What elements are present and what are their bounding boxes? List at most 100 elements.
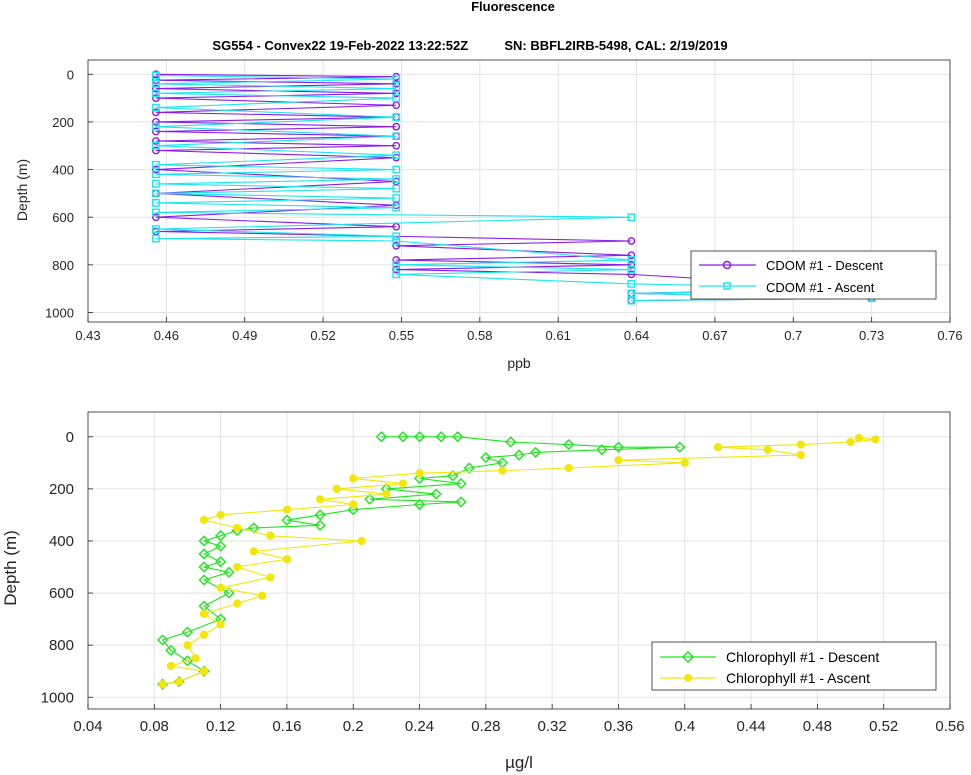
cdom-data-point-cdom-1-descent — [152, 94, 160, 103]
chlorophyll-data-point-chlorophyll-1-ascent — [564, 463, 573, 473]
chlorophyll-data-point-chlorophyll-1-descent — [198, 535, 210, 547]
cdom-x-tick-label: 0.67 — [702, 328, 727, 343]
chlorophyll-data-point-chlorophyll-1-ascent — [349, 474, 358, 483]
chlorophyll-data-point-chlorophyll-1-descent — [181, 655, 194, 667]
cdom-data-point-cdom-1-ascent — [392, 132, 401, 141]
cdom-data-point-cdom-1-descent — [392, 122, 401, 131]
chlorophyll-data-point-chlorophyll-1-ascent — [166, 661, 175, 671]
cdom-data-point-cdom-1-descent — [152, 137, 160, 145]
cdom-data-point-cdom-1-descent — [392, 241, 401, 250]
cdom-data-point-cdom-1-ascent — [152, 225, 160, 234]
chlorophyll-data-point-chlorophyll-1-descent — [430, 488, 442, 500]
chlorophyll-data-point-chlorophyll-1-descent — [435, 431, 447, 443]
chlorophyll-data-point-chlorophyll-1-descent — [198, 548, 210, 560]
cdom-x-tick-label: 0.43 — [75, 328, 100, 343]
cdom-y-tick-label: 1000 — [45, 305, 74, 320]
chlorophyll-data-point-chlorophyll-1-descent — [314, 519, 326, 531]
cdom-y-tick-label: 200 — [52, 115, 74, 130]
cdom-data-point-cdom-1-ascent — [392, 151, 401, 160]
chlorophyll-x-tick-label: 0.2 — [343, 718, 364, 735]
cdom-y-tick-label: 0 — [67, 67, 74, 82]
chlorophyll-data-point-chlorophyll-1-ascent — [216, 583, 225, 592]
cdom-data-point-cdom-1-ascent — [392, 194, 401, 203]
chlorophyll-y-tick-label: 800 — [49, 637, 74, 654]
chlorophyll-x-tick-label: 0.56 — [935, 718, 964, 735]
chlorophyll-data-point-chlorophyll-1-ascent — [266, 531, 275, 540]
chlorophyll-data-point-chlorophyll-1-descent — [347, 504, 359, 516]
cdom-data-point-cdom-1-ascent — [152, 122, 160, 131]
chlorophyll-data-point-chlorophyll-1-descent — [413, 498, 426, 511]
figure-title: Fluorescence — [471, 0, 555, 14]
chlorophyll-data-point-chlorophyll-1-descent — [452, 431, 464, 443]
cdom-x-tick-label: 0.7 — [784, 328, 802, 343]
cdom-data-point-cdom-1-ascent — [392, 94, 401, 103]
chlorophyll-data-point-chlorophyll-1-ascent — [796, 450, 805, 460]
chlorophyll-y-tick-label: 0 — [66, 429, 74, 446]
cdom-data-point-cdom-1-descent — [627, 251, 636, 260]
cdom-data-point-cdom-1-ascent — [627, 289, 636, 298]
chlorophyll-data-point-chlorophyll-1-descent — [413, 472, 426, 485]
cdom-plot: 0.43 0.46 0.49 0.52 0.55 0.58 0.61 0.64 0.67 0.7 0… — [14, 59, 963, 371]
cdom-y-axis-label: Depth (m) — [14, 159, 30, 221]
chlorophyll-x-tick-label: 0.32 — [538, 718, 567, 735]
chlorophyll-x-tick-label: 0.52 — [869, 718, 898, 735]
chlorophyll-data-point-chlorophyll-1-ascent — [266, 573, 275, 582]
chlorophyll-x-tick-label: 0.04 — [73, 718, 102, 735]
chlorophyll-data-point-chlorophyll-1-descent — [223, 566, 235, 578]
cdom-data-point-cdom-1-ascent — [152, 160, 160, 169]
chlorophyll-data-point-chlorophyll-1-descent — [674, 441, 686, 453]
cdom-data-point-cdom-1-descent — [152, 84, 160, 93]
chlorophyll-data-point-chlorophyll-1-ascent — [357, 536, 366, 546]
cdom-x-tick-label: 0.64 — [624, 328, 649, 343]
cdom-data-point-cdom-1-ascent — [152, 189, 160, 198]
cdom-data-point-cdom-1-ascent — [152, 170, 160, 179]
chlorophyll-data-point-chlorophyll-1-descent — [198, 574, 210, 586]
chlorophyll-series-line-chlorophyll-1-ascent — [162, 437, 876, 685]
cdom-data-point-cdom-1-ascent — [392, 84, 401, 93]
cdom-data-point-cdom-1-ascent — [627, 265, 636, 274]
cdom-data-point-cdom-1-descent — [392, 101, 401, 110]
cdom-x-tick-label: 0.49 — [232, 328, 257, 343]
chlorophyll-data-point-chlorophyll-1-ascent — [871, 435, 880, 444]
cdom-data-point-cdom-1-ascent — [627, 213, 636, 222]
chlorophyll-data-point-chlorophyll-1-ascent — [332, 484, 341, 493]
cdom-legend: CDOM #1 - Descent CDOM #1 - Ascent — [690, 250, 937, 300]
chlorophyll-data-point-chlorophyll-1-ascent — [257, 591, 267, 600]
chlorophyll-data-point-chlorophyll-1-ascent — [199, 516, 209, 525]
cdom-data-point-cdom-1-ascent — [152, 103, 160, 112]
chlorophyll-data-point-chlorophyll-1-descent — [314, 509, 326, 521]
chlorophyll-legend-descent-marker — [681, 650, 695, 664]
cdom-data-point-cdom-1-descent — [392, 79, 401, 88]
chlorophyll-data-point-chlorophyll-1-descent — [215, 556, 227, 568]
chlorophyll-data-point-chlorophyll-1-ascent — [498, 466, 507, 475]
cdom-x-tick-label: 0.52 — [310, 328, 335, 343]
cdom-data-point-cdom-1-ascent — [392, 113, 401, 122]
chlorophyll-data-point-chlorophyll-1-descent — [505, 436, 517, 448]
chlorophyll-y-tick-label: 1000 — [41, 689, 74, 706]
cdom-x-tick-label: 0.55 — [389, 328, 414, 343]
chlorophyll-data-point-chlorophyll-1-ascent — [199, 667, 209, 676]
cdom-data-point-cdom-1-ascent — [392, 165, 401, 174]
cdom-data-point-cdom-1-ascent — [627, 279, 636, 288]
chlorophyll-data-point-chlorophyll-1-ascent — [713, 443, 723, 452]
cdom-x-tick-label: 0.46 — [154, 328, 179, 343]
chlorophyll-data-point-chlorophyll-1-descent — [413, 431, 426, 443]
cdom-data-point-cdom-1-descent — [152, 108, 160, 117]
cdom-x-ticks: 0.43 0.46 0.49 0.52 0.55 0.58 0.61 0.64 0.67 0.7 0… — [75, 317, 963, 343]
cdom-data-point-cdom-1-ascent — [392, 203, 401, 212]
cdom-data-point-cdom-1-descent — [392, 256, 401, 264]
chlorophyll-data-point-chlorophyll-1-ascent — [199, 630, 209, 639]
cdom-data-point-cdom-1-descent — [392, 141, 401, 150]
cdom-x-axis-label: ppb — [507, 355, 531, 371]
chlorophyll-y-tick-label: 200 — [49, 481, 74, 498]
chlorophyll-data-point-chlorophyll-1-descent — [529, 446, 542, 458]
cdom-data-point-cdom-1-ascent — [392, 260, 401, 269]
chlorophyll-data-point-chlorophyll-1-ascent — [349, 500, 358, 509]
chlorophyll-data-point-chlorophyll-1-ascent — [854, 433, 863, 443]
cdom-data-point-cdom-1-descent — [152, 165, 160, 174]
chlorophyll-x-tick-label: 0.36 — [604, 718, 633, 735]
chlorophyll-data-point-chlorophyll-1-descent — [455, 478, 467, 490]
chlorophyll-x-tick-label: 0.44 — [736, 718, 765, 735]
chlorophyll-x-tick-label: 0.28 — [471, 718, 500, 735]
